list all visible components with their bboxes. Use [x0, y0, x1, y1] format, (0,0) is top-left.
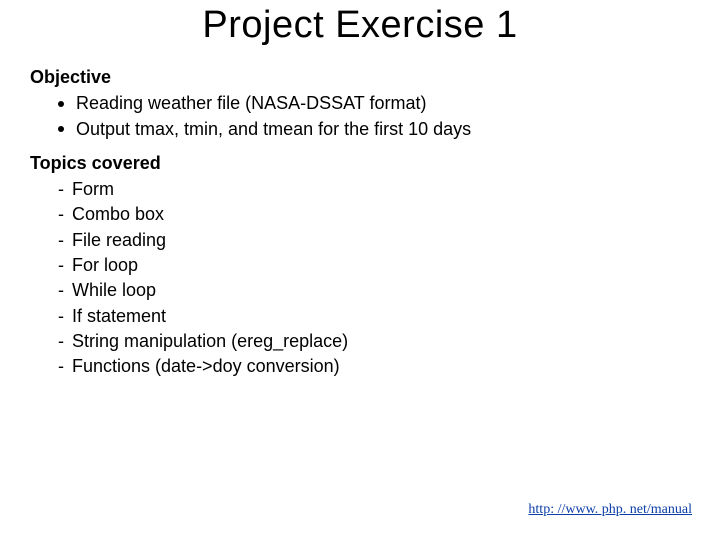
list-item: Combo box — [58, 202, 690, 226]
list-item: Functions (date->doy conversion) — [58, 354, 690, 378]
objective-list: Reading weather file (NASA-DSSAT format)… — [30, 91, 690, 141]
list-item: While loop — [58, 278, 690, 302]
manual-link[interactable]: http: //www. php. net/manual — [528, 502, 692, 518]
topics-heading: Topics covered — [30, 151, 690, 175]
list-item: Form — [58, 177, 690, 201]
topics-list: Form Combo box File reading For loop Whi… — [30, 177, 690, 378]
list-item: File reading — [58, 228, 690, 252]
list-item: For loop — [58, 253, 690, 277]
list-item: Output tmax, tmin, and tmean for the fir… — [58, 117, 690, 141]
list-item: If statement — [58, 304, 690, 328]
objective-heading: Objective — [30, 65, 690, 89]
list-item: Reading weather file (NASA-DSSAT format) — [58, 91, 690, 115]
slide: Project Exercise 1 Objective Reading wea… — [0, 0, 720, 540]
slide-title: Project Exercise 1 — [0, 0, 720, 47]
list-item: String manipulation (ereg_replace) — [58, 329, 690, 353]
slide-body: Objective Reading weather file (NASA-DSS… — [0, 47, 720, 379]
